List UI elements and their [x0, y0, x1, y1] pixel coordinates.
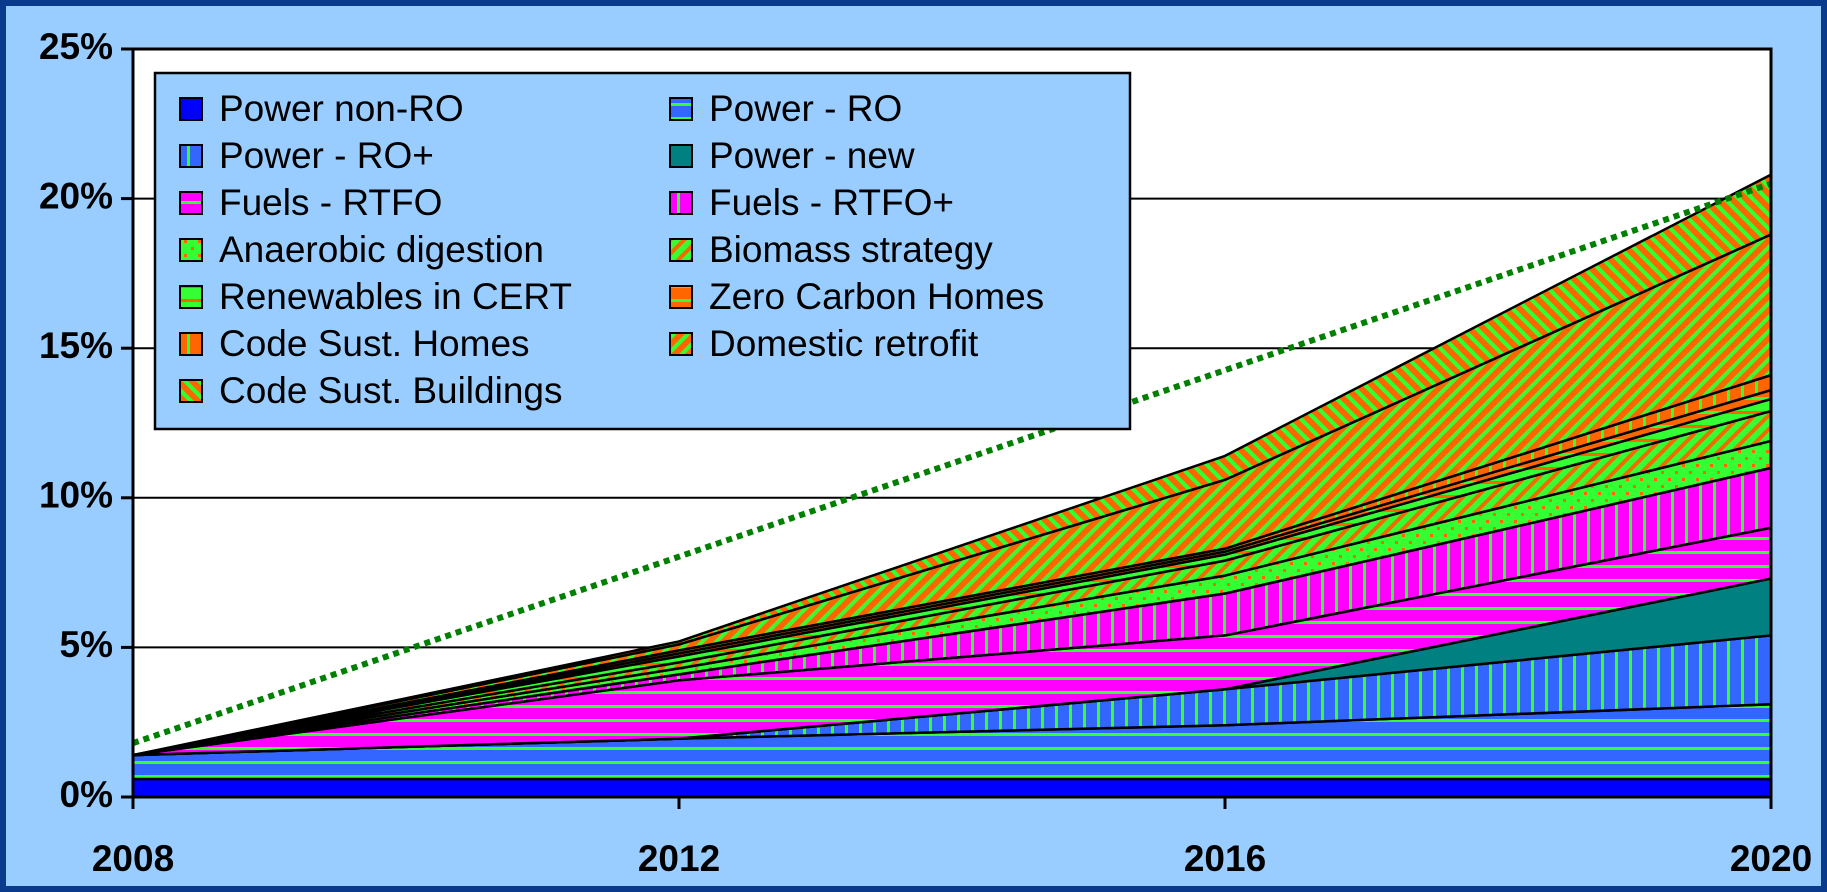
legend-swatch [179, 238, 203, 262]
plot-frame [131, 47, 1773, 799]
legend-box [153, 71, 1132, 431]
legend-swatch [179, 332, 203, 356]
legend-label: Anaerobic digestion [219, 229, 544, 270]
y-tick-label: 0% [60, 774, 113, 815]
legend-label: Power - new [709, 135, 915, 176]
y-tick-label: 10% [39, 475, 113, 516]
legend-swatch [179, 285, 203, 309]
legend-label: Domestic retrofit [709, 323, 979, 364]
legend-swatch [669, 144, 693, 168]
legend-swatch [669, 191, 693, 215]
legend-label: Code Sust. Buildings [219, 370, 562, 411]
legend-label: Code Sust. Homes [219, 323, 530, 364]
dotted-line [132, 180, 1772, 746]
y-tick-label: 20% [39, 175, 113, 216]
legend-swatch [179, 191, 203, 215]
x-tick-label: 2008 [92, 838, 174, 879]
y-tick-label: 15% [39, 325, 113, 366]
y-tick-label: 25% [39, 26, 113, 67]
x-tick-label: 2016 [1184, 838, 1266, 879]
legend-label: Fuels - RTFO+ [709, 182, 954, 223]
y-tick-label: 5% [60, 624, 113, 665]
legend-swatch [669, 332, 693, 356]
legend-swatch [669, 238, 693, 262]
legend-swatch [179, 97, 203, 121]
legend-label: Fuels - RTFO [219, 182, 442, 223]
legend-label: Power - RO [709, 88, 902, 129]
legend-label: Power - RO+ [219, 135, 434, 176]
legend-label: Power non-RO [219, 88, 464, 129]
legend-swatch [669, 285, 693, 309]
legend-swatch [669, 97, 693, 121]
legend-label: Zero Carbon Homes [709, 276, 1044, 317]
legend-label: Biomass strategy [709, 229, 993, 270]
legend-swatch [179, 144, 203, 168]
legend-label: Renewables in CERT [219, 276, 572, 317]
x-tick-label: 2012 [638, 838, 720, 879]
legend-swatch [179, 379, 203, 403]
x-tick-label: 2020 [1730, 838, 1812, 879]
area [131, 777, 1773, 799]
